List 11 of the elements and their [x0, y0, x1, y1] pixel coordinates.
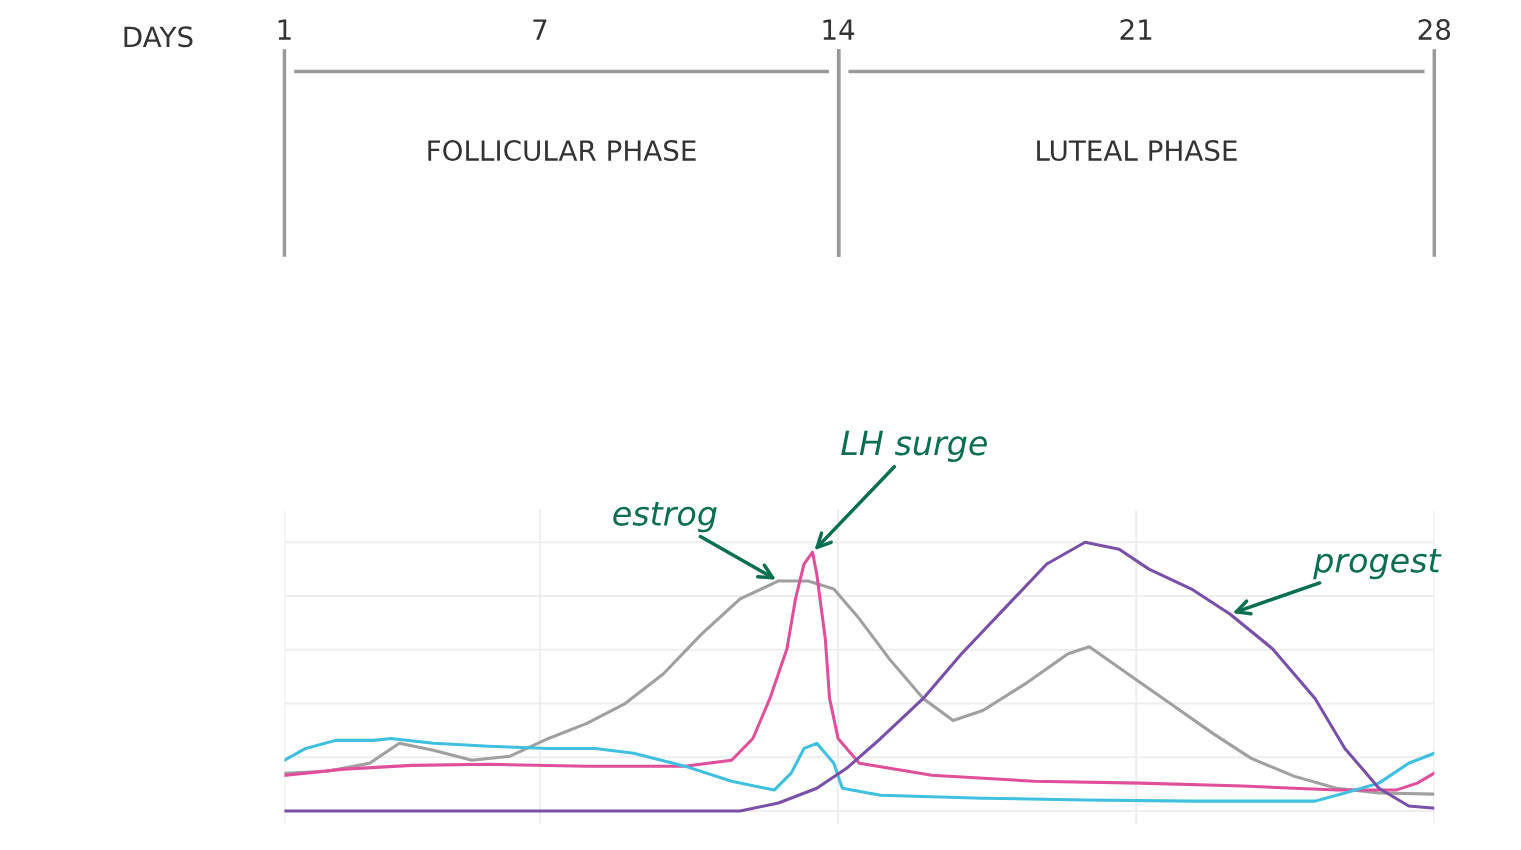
- x-tick-label: 14: [823, 19, 855, 40]
- annotation: LH surge: [841, 430, 987, 462]
- x-tick-label: 1: [278, 19, 291, 40]
- text: FOLLICULAR PHASE: [428, 140, 696, 162]
- x-tick-label: 28: [1418, 19, 1451, 41]
- x-tick-label: 7: [533, 19, 547, 40]
- annotation: estrog: [613, 502, 717, 533]
- x-axis-title: DAYS: [124, 26, 193, 48]
- text: LUTEAL PHASE: [1037, 140, 1237, 162]
- annotation: progest: [1313, 548, 1442, 580]
- x-tick-label: 21: [1120, 19, 1152, 40]
